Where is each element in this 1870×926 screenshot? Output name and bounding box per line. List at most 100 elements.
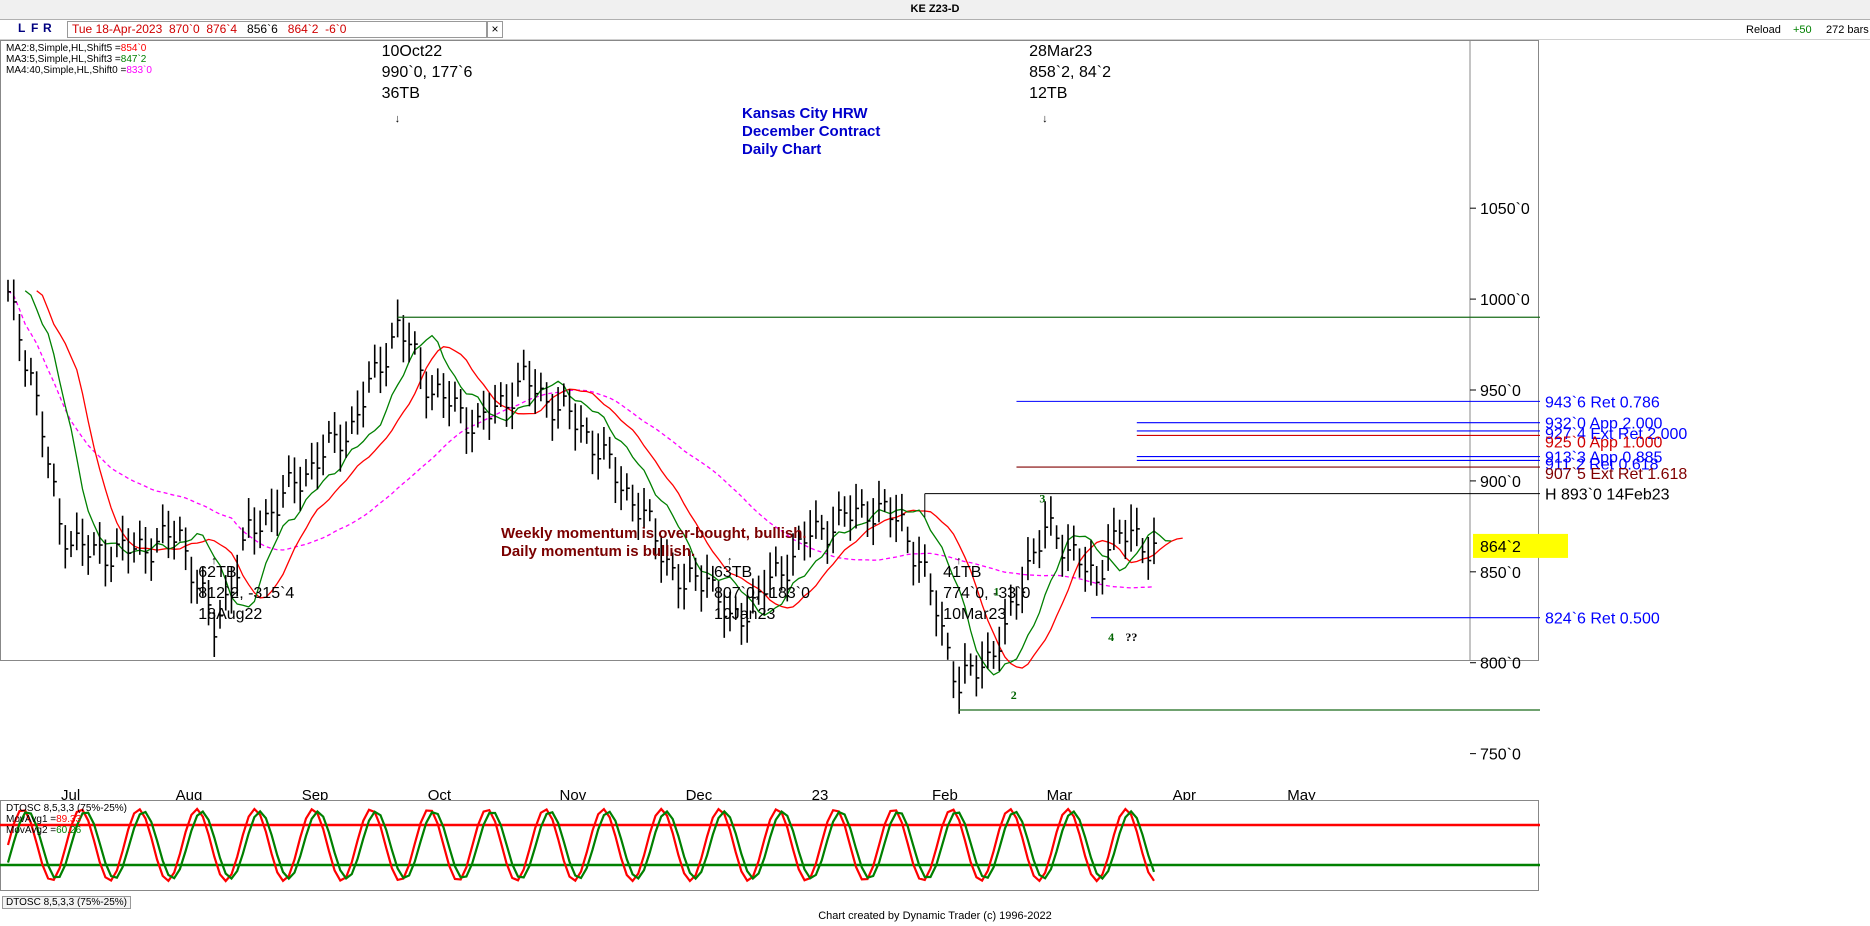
price-bar xyxy=(339,424,344,472)
price-bar xyxy=(1095,566,1100,596)
price-bar xyxy=(499,382,504,408)
osc-slow-line xyxy=(6,809,1156,881)
oscillator-tab[interactable]: DTOSC 8,5,3,3 (75%-25%) xyxy=(2,896,131,909)
price-bar xyxy=(41,411,46,458)
chart-title-line: December Contract xyxy=(742,123,880,140)
price-bar xyxy=(179,516,183,542)
x-tick-label: Dec xyxy=(686,787,713,800)
price-bar xyxy=(855,483,860,529)
price-bar xyxy=(964,643,968,684)
price-bar xyxy=(918,536,923,583)
price-bar xyxy=(1118,519,1123,544)
price-bar xyxy=(1055,525,1060,549)
price-bar xyxy=(310,442,315,480)
price-bar xyxy=(236,554,241,597)
x-tick-label: Feb xyxy=(932,787,958,800)
x-tick-label: 23 xyxy=(812,787,829,800)
swing-label-bottom: 10Jan23 xyxy=(714,606,775,623)
level-label: 932`0 App 2.000 xyxy=(1545,416,1663,433)
price-bar xyxy=(373,344,378,378)
ma-legend-label: MA2:8,Simple,HL,Shift5 =854`0 xyxy=(6,42,147,54)
price-bar xyxy=(505,384,510,427)
price-bar xyxy=(276,489,281,536)
line-tool-button[interactable]: L xyxy=(18,21,26,35)
price-bar xyxy=(1067,524,1072,572)
price-bar xyxy=(654,518,659,560)
price-bar xyxy=(1032,538,1037,565)
price-bar xyxy=(190,556,195,604)
price-bar xyxy=(906,526,911,554)
price-bar xyxy=(522,349,527,381)
price-bar xyxy=(316,442,321,490)
symbol-title: KE Z23-D xyxy=(910,3,960,15)
refresh-button[interactable]: R xyxy=(43,21,52,35)
price-bar xyxy=(746,595,751,643)
price-bar xyxy=(792,533,797,576)
price-bar xyxy=(448,381,453,427)
swing-label-top: 28Mar23 xyxy=(1029,43,1092,60)
price-bar xyxy=(230,566,235,614)
price-bar xyxy=(471,409,476,453)
level-label: 927`4 Ext Ret 2.000 xyxy=(1545,426,1687,443)
y-tick-label: 850`0 xyxy=(1480,565,1521,582)
price-bar xyxy=(580,405,584,443)
level-label: 907`5 Ext Ret 1.618 xyxy=(1545,466,1687,483)
swing-label-top: 990`0, 177`6 xyxy=(382,64,473,81)
price-bar xyxy=(299,466,304,511)
price-bar xyxy=(1147,537,1152,580)
price-bar xyxy=(459,389,464,424)
price-bar xyxy=(1113,507,1117,551)
price-bar xyxy=(769,552,774,598)
price-bar xyxy=(64,525,69,569)
price-bar xyxy=(98,522,103,564)
price-bar xyxy=(729,591,733,632)
price-bar xyxy=(626,473,630,501)
price-bar xyxy=(952,661,957,699)
price-bar xyxy=(161,504,166,544)
price-bar xyxy=(144,526,149,574)
price-bar xyxy=(58,498,63,545)
price-bar xyxy=(826,521,831,564)
price-bar xyxy=(969,653,974,676)
price-bar xyxy=(431,375,436,411)
price-bar xyxy=(7,279,11,302)
swing-label-bottom: 774`0, -33`0 xyxy=(943,585,1030,602)
swing-label-bottom: 812`2, -315`4 xyxy=(198,585,294,602)
wave-label: 3 xyxy=(1039,492,1045,506)
swing-arrow-up: ↑ xyxy=(211,555,217,567)
file-button[interactable]: F xyxy=(31,21,39,35)
price-bar xyxy=(454,381,458,412)
price-bar xyxy=(878,480,882,523)
ma-legend-label: MA3:5,Simple,HL,Shift3 =847`2 xyxy=(6,53,147,65)
price-bar xyxy=(1044,501,1049,549)
close-icon[interactable]: × xyxy=(487,21,503,38)
x-tick-label: May xyxy=(1287,787,1316,800)
price-bar xyxy=(1141,538,1146,564)
price-bar xyxy=(368,361,372,393)
price-bar xyxy=(511,382,516,430)
price-bar xyxy=(671,552,676,581)
reload-button[interactable]: Reload xyxy=(1746,24,1781,36)
price-bar xyxy=(482,390,487,430)
reload-count: +50 xyxy=(1793,24,1812,36)
price-bar xyxy=(551,393,556,441)
price-bar xyxy=(282,474,287,508)
price-bar xyxy=(809,510,814,558)
price-bar xyxy=(322,434,327,476)
price-bar xyxy=(946,632,951,660)
wave-label: ?? xyxy=(1125,630,1137,644)
price-bar xyxy=(213,612,218,657)
price-bar xyxy=(30,357,34,386)
price-bar xyxy=(259,510,264,549)
price-bar xyxy=(838,491,842,526)
price-bar xyxy=(414,331,418,355)
price-bar xyxy=(803,521,808,561)
price-chart[interactable]: 1050`0 1000`0 950`0 900`0 850`0 800`0 750`0 Jul… xyxy=(0,40,1870,800)
price-bar xyxy=(574,403,579,451)
price-bar xyxy=(247,498,252,538)
swing-label-bottom: 41TB xyxy=(943,564,981,581)
osc-legend-label: MovAvg1 =89.33 xyxy=(6,814,82,825)
price-bar xyxy=(1038,530,1043,569)
level-label: 943`6 Ret 0.786 xyxy=(1545,394,1660,411)
oscillator-chart[interactable]: DTOSC 8,5,3,3 (75%-25%)MovAvg1 =89.33Mov… xyxy=(0,800,1870,910)
